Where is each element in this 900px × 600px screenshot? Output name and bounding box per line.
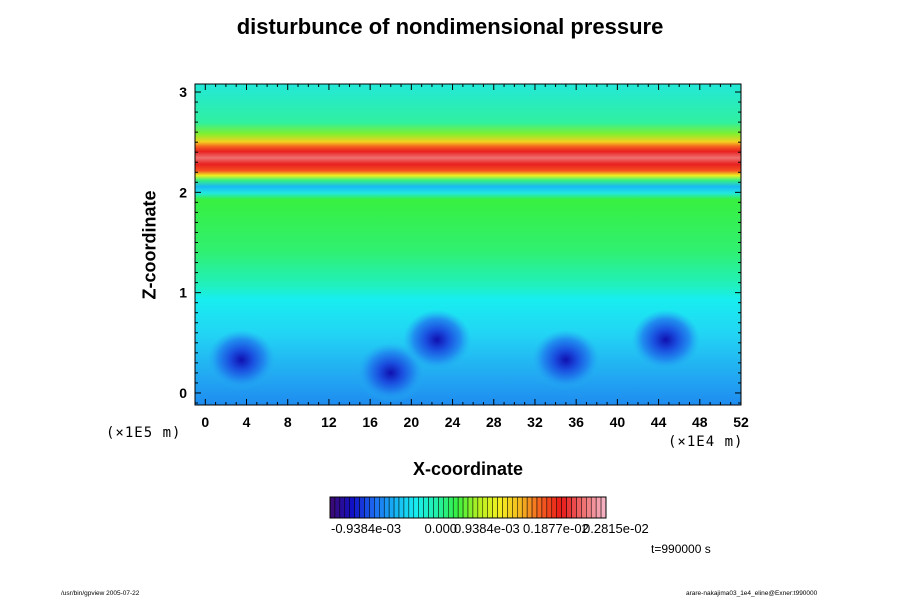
- colorbar-cell: [438, 496, 444, 519]
- footer-info: arare-nakajima03_1e4_eline@Exner:t990000: [686, 590, 818, 597]
- colorbar-cell: [359, 496, 365, 519]
- colorbar-tick-label: -0.9384e-03: [331, 521, 402, 536]
- colorbar-cell: [354, 496, 360, 519]
- colorbar-cell: [595, 496, 602, 519]
- x-tick-label-8: 8: [284, 414, 292, 430]
- colorbar-tick-label: 0.1877e-02: [523, 521, 589, 536]
- colorbar-cell: [423, 496, 429, 519]
- colorbar-cell: [502, 496, 508, 519]
- colorbar-cell: [433, 496, 439, 519]
- colorbar-cell: [467, 496, 474, 519]
- colorbar-cell: [403, 496, 410, 519]
- colorbar-cell: [546, 496, 553, 519]
- y-tick-label-1: 1: [179, 285, 187, 301]
- colorbar-cell: [531, 496, 538, 519]
- x-tick-label-32: 32: [527, 414, 543, 430]
- colorbar-cell: [379, 496, 385, 519]
- colorbar-cell: [428, 496, 434, 519]
- x-tick-label-0: 0: [201, 414, 209, 430]
- colorbar-cell: [551, 496, 557, 519]
- colorbar-cell: [413, 496, 419, 519]
- colorbar-tick-label: 0.2815e-02: [583, 521, 649, 536]
- z-unit-label: (×1E5 m): [106, 425, 182, 441]
- colorbar-cell: [452, 496, 459, 519]
- pressure-minimum-5: [631, 309, 700, 370]
- colorbar-cell: [586, 496, 592, 519]
- pressure-minimum-3: [403, 309, 472, 370]
- plot-frame: [194, 83, 742, 406]
- colorbar-cell: [393, 496, 400, 519]
- y-tick-label-2: 2: [179, 184, 187, 200]
- colorbar-cell: [566, 496, 572, 519]
- colorbar-cell: [561, 496, 567, 519]
- y-tick-label-3: 3: [179, 84, 187, 100]
- y-tick-label-0: 0: [179, 385, 187, 401]
- colorbar-cell: [576, 496, 582, 519]
- colorbar-cell: [448, 496, 454, 519]
- footer-command: /usr/bin/gpview 2005-07-22: [61, 590, 140, 597]
- colorbar-cell: [344, 496, 350, 519]
- colorbar-cell: [374, 496, 380, 519]
- colorbar-cell: [364, 496, 370, 519]
- x-tick-label-40: 40: [610, 414, 626, 430]
- x-tick-label-16: 16: [362, 414, 378, 430]
- colorbar-cell: [487, 496, 493, 519]
- x-tick-label-12: 12: [321, 414, 337, 430]
- time-stamp: t=990000 s: [651, 542, 711, 556]
- x-unit-label: (×1E4 m): [668, 434, 744, 450]
- colorbar-cell: [600, 496, 607, 519]
- x-tick-label-20: 20: [404, 414, 420, 430]
- x-axis-label: X-coordinate: [412, 459, 523, 479]
- x-tick-label-28: 28: [486, 414, 502, 430]
- colorbar-cell: [536, 496, 543, 519]
- colorbar-cell: [507, 496, 513, 519]
- colorbar-cell: [556, 496, 562, 519]
- colorbar-cell: [388, 496, 395, 519]
- colorbar-cell: [334, 496, 341, 519]
- colorbar-cell: [339, 496, 346, 519]
- colorbar-cell: [329, 496, 336, 519]
- pressure-minimum-4: [531, 329, 600, 390]
- colorbar-tick-label: 0.9384e-03: [454, 521, 520, 536]
- colorbar-cell: [462, 496, 469, 519]
- colorbar-cell: [418, 496, 424, 519]
- colorbar-cell: [472, 496, 479, 519]
- pressure-minimum-2: [356, 342, 425, 403]
- y-axis-label: Z-coordinate: [139, 190, 160, 300]
- chart-title: disturbunce of nondimensional pressure: [236, 14, 664, 39]
- x-tick-label-52: 52: [733, 414, 749, 430]
- colorbar-cell: [581, 496, 587, 519]
- colorbar-cell: [521, 496, 528, 519]
- colorbar-cell: [443, 496, 449, 519]
- x-tick-label-4: 4: [243, 414, 251, 430]
- colorbar-cell: [517, 496, 523, 519]
- colorbar-cell: [383, 496, 390, 519]
- colorbar-cell: [369, 496, 375, 519]
- colorbar-cell: [482, 496, 488, 519]
- colorbar-cell: [497, 496, 503, 519]
- colorbar-frame: [329, 496, 607, 519]
- colorbar-cell: [541, 496, 548, 519]
- colorbar-tick-label: 0.000: [424, 521, 458, 536]
- x-tick-label-44: 44: [651, 414, 667, 430]
- colorbar-cell: [512, 496, 518, 519]
- colorbar-cell: [457, 496, 464, 519]
- colorbar-cell: [477, 496, 484, 519]
- colorbar-cell: [492, 496, 498, 519]
- colorbar-labels: -0.9384e-03 0.000 0.9384e-03 0.1877e-02 0.28…: [330, 521, 650, 541]
- colorbar-cell: [408, 496, 415, 519]
- x-tick-label-36: 36: [568, 414, 584, 430]
- x-tick-label-48: 48: [692, 414, 708, 430]
- colorbar-cell: [526, 496, 533, 519]
- colorbar-cell: [571, 496, 577, 519]
- pressure-minimum-1: [207, 329, 276, 390]
- colorbar-cell: [398, 496, 405, 519]
- x-tick-label-24: 24: [445, 414, 461, 430]
- colorbar-cell: [349, 496, 355, 519]
- colorbar-cell: [590, 496, 597, 519]
